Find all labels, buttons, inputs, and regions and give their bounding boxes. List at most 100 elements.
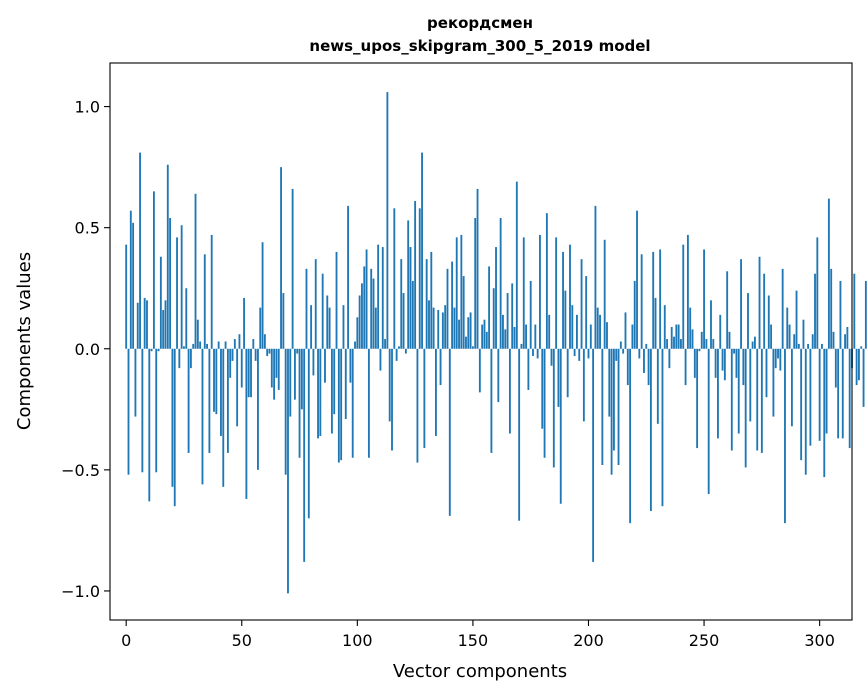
- bar-296: [809, 348, 812, 446]
- x-tick-label: 100: [342, 631, 373, 650]
- bar-273: [756, 348, 759, 451]
- bar-259: [723, 348, 726, 381]
- bar-114: [388, 348, 391, 422]
- bar-256: [717, 348, 719, 439]
- bar-244: [689, 307, 692, 349]
- bar-144: [458, 319, 460, 349]
- bar-20: [171, 348, 174, 487]
- bar-215: [622, 348, 625, 354]
- bar-18: [166, 164, 169, 349]
- bar-92: [337, 348, 340, 463]
- bar-284: [781, 268, 784, 349]
- bar-180: [541, 348, 544, 429]
- bar-205: [599, 314, 601, 349]
- bar-319: [862, 348, 865, 407]
- bar-134: [435, 348, 437, 436]
- bar-288: [790, 348, 793, 427]
- bar-223: [640, 254, 643, 349]
- bar-28: [189, 348, 192, 369]
- bar-57: [257, 348, 259, 470]
- bar-103: [363, 266, 366, 349]
- bar-268: [744, 348, 747, 468]
- bar-157: [488, 266, 491, 349]
- bar-222: [638, 348, 641, 359]
- bar-33: [201, 348, 204, 485]
- bar-48: [236, 348, 239, 427]
- bar-108: [374, 307, 377, 349]
- bar-56: [254, 348, 257, 361]
- bar-117: [395, 348, 398, 361]
- bar-41: [220, 348, 222, 436]
- bar-236: [670, 326, 673, 349]
- bar-211: [612, 348, 615, 451]
- bar-221: [636, 210, 638, 349]
- bar-79: [307, 348, 310, 519]
- bar-44: [226, 348, 229, 453]
- bar-254: [712, 339, 715, 349]
- bar-64: [273, 348, 276, 400]
- bar-266: [740, 259, 742, 349]
- bar-58: [259, 307, 262, 349]
- bar-86: [324, 348, 326, 383]
- bar-22: [176, 237, 178, 349]
- bar-196: [578, 348, 581, 361]
- bar-45: [229, 348, 232, 378]
- bar-50: [240, 348, 243, 388]
- x-tick-label: 50: [232, 631, 252, 650]
- bar-179: [539, 234, 541, 349]
- bar-192: [569, 244, 571, 349]
- bar-258: [721, 348, 724, 371]
- bar-55: [252, 339, 255, 349]
- bar-184: [550, 348, 553, 366]
- y-tick-label: 0.5: [75, 219, 100, 238]
- bar-87: [326, 295, 329, 349]
- bar-140: [448, 348, 451, 516]
- bar-47: [233, 339, 236, 349]
- bar-93: [340, 348, 343, 461]
- bar-27: [187, 348, 190, 453]
- bar-208: [606, 322, 608, 349]
- bar-241: [682, 244, 685, 349]
- bar-238: [675, 324, 678, 349]
- bar-187: [557, 348, 560, 407]
- bar-125: [414, 201, 417, 349]
- x-axis-label: Vector components: [393, 661, 567, 682]
- bar-11: [150, 348, 153, 352]
- bar-269: [747, 293, 749, 349]
- bar-263: [733, 348, 736, 354]
- bar-154: [481, 324, 484, 349]
- bar-94: [342, 305, 345, 349]
- bar-230: [656, 348, 659, 424]
- bar-287: [788, 324, 791, 349]
- bar-133: [432, 307, 435, 349]
- bar-252: [707, 348, 710, 495]
- y-axis-ticks: −1.0 −0.5 0.0 0.5 1.0: [61, 98, 110, 601]
- bar-14: [157, 348, 160, 352]
- bar-40: [217, 341, 220, 349]
- bar-128: [421, 152, 423, 349]
- x-tick-label: 200: [573, 631, 604, 650]
- bar-270: [749, 348, 752, 422]
- bar-193: [571, 305, 574, 349]
- bar-190: [564, 290, 567, 349]
- bar-281: [774, 348, 777, 369]
- bar-131: [428, 300, 430, 349]
- bar-122: [407, 220, 410, 349]
- bar-98: [351, 348, 354, 458]
- y-axis-label: Components values: [14, 252, 35, 430]
- bar-216: [624, 312, 627, 349]
- bar-162: [499, 217, 502, 349]
- bar-160: [495, 247, 497, 349]
- bar-176: [532, 348, 534, 357]
- bar-67: [280, 167, 282, 349]
- bar-203: [594, 205, 597, 349]
- bar-23: [178, 348, 181, 369]
- bar-17: [164, 300, 167, 349]
- bar-167: [511, 283, 514, 349]
- bar-279: [770, 324, 773, 349]
- bar-198: [582, 348, 585, 422]
- bar-137: [441, 312, 444, 349]
- bar-112: [384, 339, 386, 349]
- bar-218: [629, 348, 632, 524]
- bar-88: [328, 307, 331, 349]
